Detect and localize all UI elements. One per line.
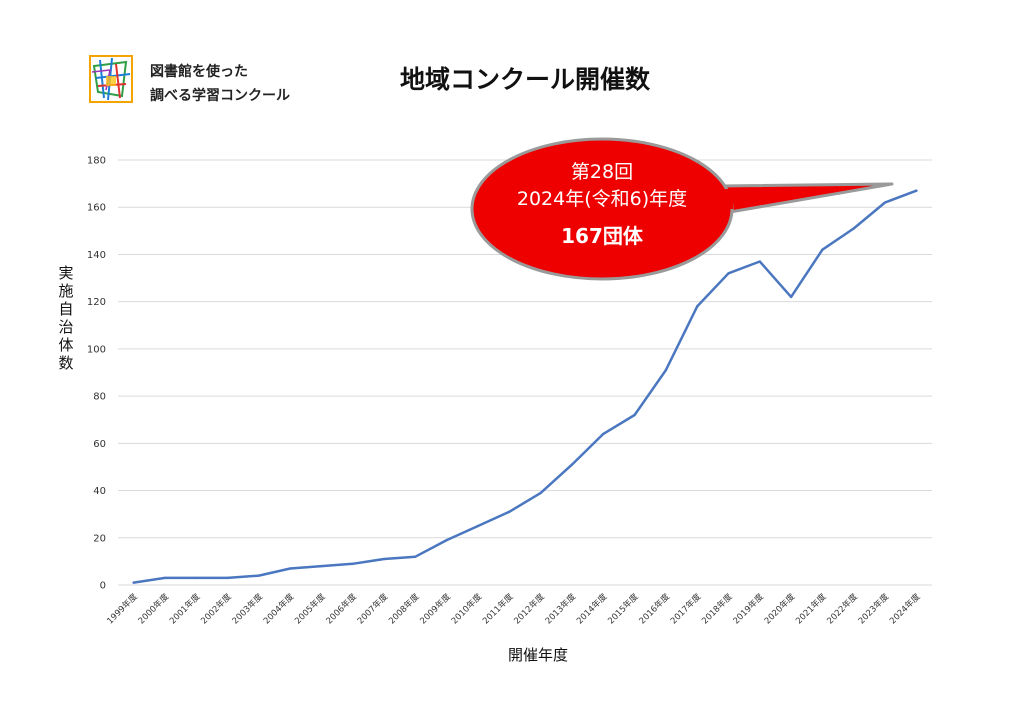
x-tick-label: 2023年度 [856, 591, 891, 626]
data-point [539, 491, 542, 495]
x-tick-label: 1999年度 [105, 591, 140, 626]
x-axis-title: 開催年度 [508, 646, 568, 664]
y-axis-ticks: 0 20 40 60 80 100 120 140 160 180 [87, 156, 106, 592]
x-tick-label: 2020年度 [762, 591, 797, 626]
x-tick-label: 2004年度 [261, 591, 296, 626]
data-point [727, 272, 730, 275]
series-layer [132, 189, 918, 584]
y-tick-label: 100 [87, 344, 106, 355]
y-tick-label: 60 [93, 439, 106, 450]
data-point [414, 555, 417, 558]
data-point [288, 567, 292, 570]
x-tick-label: 2011年度 [480, 591, 515, 626]
data-point [226, 576, 229, 580]
y-tick-label: 40 [93, 486, 106, 497]
x-tick-label: 2000年度 [136, 591, 171, 626]
callout-pointer [718, 182, 894, 214]
x-tick-label: 2006年度 [324, 591, 359, 626]
x-tick-label: 2022年度 [825, 591, 860, 626]
data-point [351, 562, 355, 565]
x-tick-label: 2010年度 [449, 591, 484, 626]
x-tick-label: 2012年度 [512, 591, 547, 626]
data-point [852, 227, 855, 230]
data-point [695, 305, 699, 308]
x-tick-label: 2005年度 [293, 591, 328, 626]
data-point [132, 581, 135, 584]
x-tick-label: 2001年度 [167, 591, 202, 626]
page-title: 地域コンクール開催数 [400, 65, 651, 94]
callout-line-3: 167団体 [561, 224, 644, 248]
y-tick-label: 140 [87, 250, 106, 261]
x-tick-label: 2009年度 [418, 591, 453, 626]
x-tick-label: 2002年度 [199, 591, 234, 626]
x-tick-label: 2019年度 [731, 591, 766, 626]
data-point [195, 576, 198, 580]
x-tick-label: 2015年度 [606, 591, 641, 626]
y-tick-label: 180 [87, 156, 106, 167]
data-point [257, 574, 261, 577]
data-point [915, 189, 918, 192]
y-tick-label: 120 [87, 297, 106, 308]
brand-line-2: 調べる学習コンクール [150, 87, 290, 104]
callout-line-2: 2024年(令和6)年度 [517, 188, 687, 210]
data-point [602, 432, 605, 436]
callout-line-1: 第28回 [571, 161, 633, 183]
x-tick-label: 2018年度 [700, 591, 735, 626]
data-point [758, 260, 762, 263]
data-point [382, 557, 386, 561]
x-tick-label: 2003年度 [230, 591, 265, 626]
data-point [789, 295, 793, 299]
brand-logo [89, 55, 133, 103]
x-tick-label: 2007年度 [355, 591, 390, 626]
x-tick-label: 2008年度 [386, 591, 421, 626]
data-point [821, 248, 824, 251]
y-tick-label: 0 [100, 581, 106, 592]
x-tick-label: 2016年度 [637, 591, 672, 626]
y-tick-label: 160 [87, 203, 106, 214]
x-tick-label: 2017年度 [668, 591, 703, 626]
x-tick-label: 2014年度 [574, 591, 609, 626]
y-tick-label: 20 [93, 533, 106, 544]
data-point [508, 510, 511, 514]
x-axis-ticks: 1999年度2000年度2001年度2002年度2003年度2004年度2005… [105, 591, 923, 626]
data-point [163, 576, 167, 580]
y-axis-title: 実施自治体数 [58, 264, 73, 372]
data-point [570, 463, 574, 466]
x-tick-label: 2024年度 [887, 591, 922, 626]
data-point [633, 413, 636, 417]
data-point [476, 524, 480, 528]
callout: 第28回 2024年(令和6)年度 167団体 [470, 137, 894, 281]
x-tick-label: 2013年度 [543, 591, 578, 626]
data-point [320, 564, 323, 568]
callout-seam-cover [719, 189, 733, 209]
data-point [445, 538, 448, 542]
data-point [664, 368, 668, 372]
data-point [883, 201, 887, 204]
series-line [132, 189, 918, 584]
x-tick-label: 2021年度 [793, 591, 828, 626]
y-tick-label: 80 [93, 392, 106, 403]
brand-line-1: 図書館を使った [150, 63, 248, 80]
